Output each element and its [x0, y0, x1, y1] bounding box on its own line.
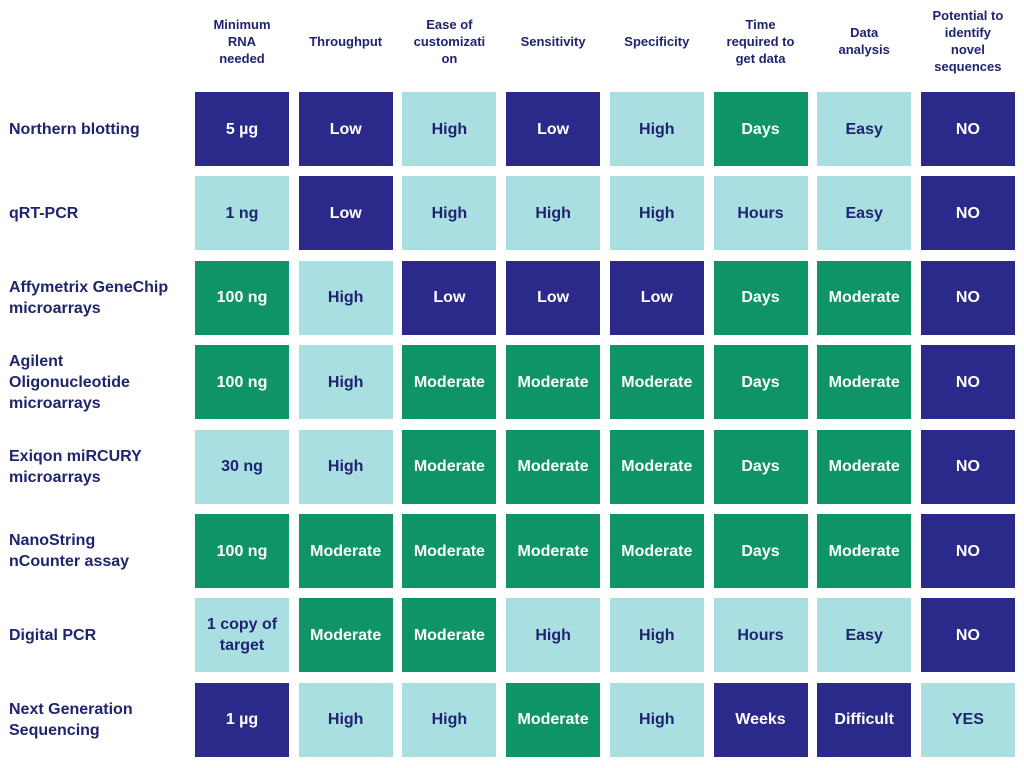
column-header: Data analysis: [838, 25, 890, 57]
table-cell: Easy: [817, 598, 912, 673]
table-cell: 5 µg: [195, 92, 289, 166]
row-label: Next Generation Sequencing: [9, 700, 133, 739]
table-cell: High: [609, 92, 704, 166]
table-cell: Low: [298, 92, 393, 166]
table-cell: Moderate: [402, 429, 497, 504]
table-cell: Low: [506, 260, 601, 335]
table-cell: Hours: [713, 598, 808, 673]
table-cell: High: [506, 598, 601, 673]
table-cell: Moderate: [506, 514, 601, 588]
table-cell: NO: [920, 345, 1015, 420]
table-cell: Easy: [817, 92, 912, 166]
table-cell: Hours: [713, 176, 808, 251]
table-cell: NO: [920, 514, 1015, 588]
row-label: NanoString nCounter assay: [9, 532, 130, 570]
table-cell: NO: [920, 92, 1015, 166]
table-cell: Moderate: [298, 514, 393, 588]
table-cell: Moderate: [298, 598, 393, 673]
column-header: Ease of customizati on: [413, 16, 486, 66]
table-cell: 1 µg: [195, 682, 289, 757]
column-header: Throughput: [309, 33, 383, 49]
table-cell: Moderate: [609, 345, 704, 420]
table-cell: High: [402, 176, 497, 251]
table-cell: 1 ng: [195, 176, 289, 251]
table-cell: NO: [920, 260, 1015, 335]
table-cell: High: [402, 682, 497, 757]
table-cell: Moderate: [817, 345, 912, 420]
table-cell: Days: [713, 260, 808, 335]
table-cell: Moderate: [402, 598, 497, 673]
table-cell: Moderate: [817, 260, 912, 335]
row-label: Digital PCR: [9, 626, 97, 644]
table-cell: NO: [920, 176, 1015, 251]
row-label: Affymetrix GeneChip microarrays: [9, 278, 169, 317]
row-label: qRT-PCR: [9, 204, 79, 222]
table-cell: High: [298, 345, 393, 420]
table-cell: Moderate: [609, 429, 704, 504]
table-cell: High: [609, 176, 704, 251]
row-label: Exiqon miRCURY microarrays: [9, 447, 142, 486]
table-cell: High: [609, 682, 704, 757]
column-header: Potential to identify novel sequences: [932, 8, 1004, 74]
table-cell: Days: [713, 429, 808, 504]
table-cell: NO: [920, 429, 1015, 504]
table-cell: High: [298, 429, 393, 504]
table-cell: Days: [713, 514, 808, 588]
column-header: Sensitivity: [520, 33, 586, 49]
table-cell: Low: [609, 260, 704, 335]
row-label: Agilent Oligonucleotide microarrays: [9, 352, 130, 412]
table-cell: Moderate: [506, 345, 601, 420]
column-header: Time required to get data: [726, 16, 795, 66]
table-cell: 1 copy of target: [195, 598, 289, 673]
table-cell: Low: [298, 176, 393, 251]
table-cell: Low: [402, 260, 497, 335]
table-cell: Weeks: [713, 682, 808, 757]
table-cell: Days: [713, 345, 808, 420]
table-cell: Moderate: [817, 429, 912, 504]
table-cell: Easy: [817, 176, 912, 251]
table-cell: Low: [506, 92, 601, 166]
row-label: Northern blotting: [9, 120, 140, 138]
table-cell: Moderate: [402, 514, 497, 588]
table-cell: Moderate: [506, 682, 601, 757]
table-cell: Moderate: [402, 345, 497, 420]
table-cell: 30 ng: [195, 429, 289, 504]
table-cell: Moderate: [817, 514, 912, 588]
table-cell: 100 ng: [195, 345, 289, 420]
table-cell: High: [609, 598, 704, 673]
table-cell: High: [298, 260, 393, 335]
column-header: Specificity: [624, 33, 690, 49]
table-cell: High: [298, 682, 393, 757]
table-cell: 100 ng: [195, 260, 289, 335]
table-cell: High: [402, 92, 497, 166]
table-cell: Moderate: [506, 429, 601, 504]
table-cell: YES: [920, 682, 1015, 757]
table-cell: Difficult: [817, 682, 912, 757]
column-header: Minimum RNA needed: [213, 16, 271, 66]
table-cell: NO: [920, 598, 1015, 673]
table-cell: 100 ng: [195, 514, 289, 588]
table-cell: High: [506, 176, 601, 251]
table-cell: Moderate: [609, 514, 704, 588]
table-cell: Days: [713, 92, 808, 166]
